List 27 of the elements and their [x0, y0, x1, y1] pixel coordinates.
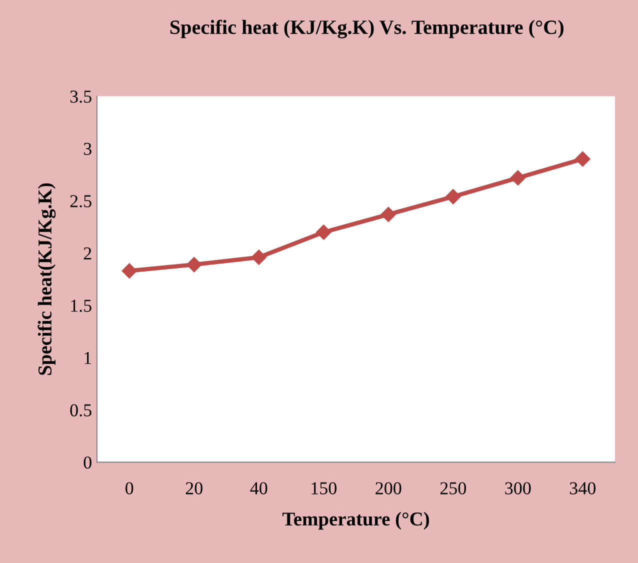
y-axis-title: Specific heat(KJ/Kg.K): [38, 183, 56, 375]
point: [446, 189, 461, 204]
y-tick-label: 2.5: [70, 195, 92, 208]
y-tick-label: 3.5: [70, 90, 92, 103]
x-tick-label: 340: [570, 482, 596, 494]
point: [575, 151, 590, 167]
x-tick-label: 40: [250, 482, 268, 494]
x-tick-label: 0: [126, 482, 134, 494]
x-axis-title: Temperature (°C): [282, 512, 429, 530]
x-tick-label: 250: [440, 482, 466, 494]
x-tick-label: 200: [376, 482, 402, 494]
y-tick-label: 3: [84, 142, 92, 155]
point: [510, 170, 526, 186]
y-tick-label: 0.5: [70, 404, 92, 416]
point: [380, 206, 396, 222]
y-tick-label: 0: [84, 456, 92, 469]
point: [316, 224, 332, 240]
y-tick-label: 2: [84, 247, 92, 260]
x-tick-label: 20: [186, 482, 202, 494]
x-tick-label: 300: [505, 482, 531, 494]
x-tick-label: 150: [312, 482, 336, 494]
point: [251, 250, 266, 265]
point: [186, 257, 202, 272]
y-tick-label: 1: [84, 352, 92, 364]
y-tick-label: 1.5: [71, 300, 92, 312]
point: [122, 263, 137, 278]
chart-title: Specific heat (KJ/Kg.K) Vs. Temperature (°C): [170, 20, 564, 38]
